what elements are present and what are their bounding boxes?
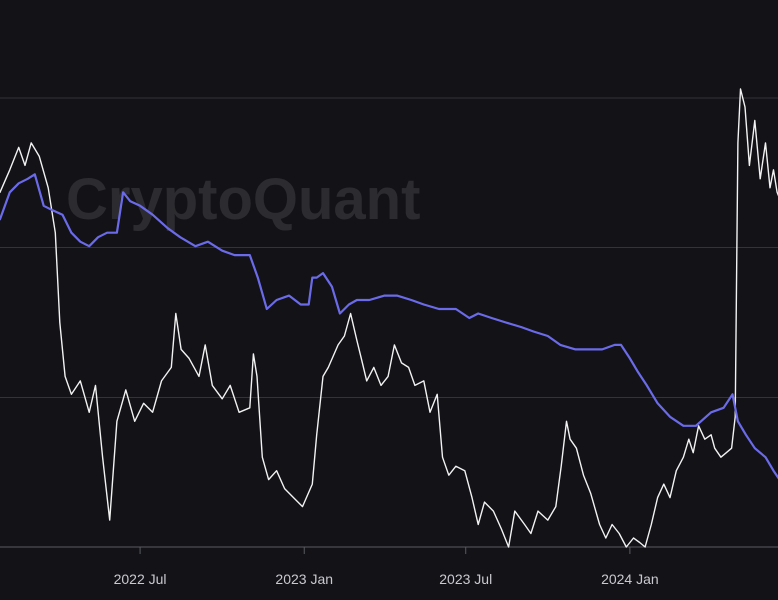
x-tick-label: 2022 Jul <box>114 571 167 587</box>
gridlines <box>0 97 778 398</box>
series-layer <box>0 88 778 548</box>
metric-series-line <box>0 173 778 480</box>
x-tick-label: 2023 Jan <box>275 571 333 587</box>
x-tick-label: 2024 Jan <box>601 571 659 587</box>
x-axis-ticks: 2022 Jul 2023 Jan 2023 Jul 2024 Jan <box>114 547 659 587</box>
x-tick-label: 2023 Jul <box>439 571 492 587</box>
cryptoquant-watermark: CryptoQuant <box>66 167 420 232</box>
price-series-line <box>0 88 778 548</box>
